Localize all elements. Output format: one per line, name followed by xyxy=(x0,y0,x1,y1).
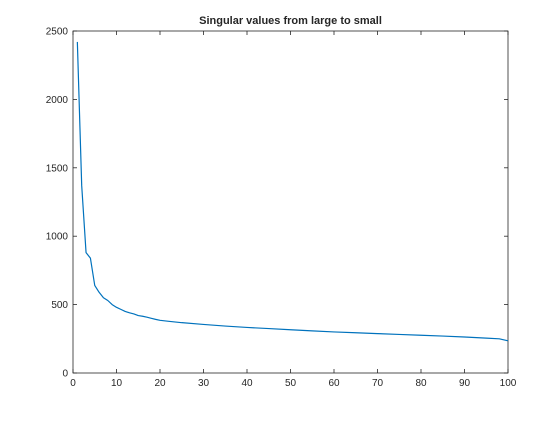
chart-title: Singular values from large to small xyxy=(199,15,382,27)
x-tick-label: 40 xyxy=(241,378,253,389)
y-tick-label: 2500 xyxy=(46,27,69,38)
y-tick-label: 1500 xyxy=(46,163,69,174)
x-tick-label: 30 xyxy=(198,378,210,389)
y-tick-label: 0 xyxy=(62,369,68,380)
x-tick-label: 20 xyxy=(154,378,166,389)
x-axis: 0 10 20 30 40 50 60 70 80 90 100 xyxy=(70,31,517,389)
x-tick-label: 50 xyxy=(285,378,297,389)
y-tick-label: 500 xyxy=(51,300,68,311)
x-tick-label: 100 xyxy=(500,378,517,389)
plot-area xyxy=(72,30,509,374)
series-layer xyxy=(76,41,509,342)
x-tick-label: 70 xyxy=(372,378,384,389)
y-tick-label: 1000 xyxy=(46,232,69,243)
x-tick-label: 60 xyxy=(328,378,340,389)
y-tick-label: 2000 xyxy=(46,95,69,106)
x-tick-label: 80 xyxy=(415,378,427,389)
x-tick-label: 90 xyxy=(459,378,471,389)
y-axis: 0 500 1000 1500 2000 2500 xyxy=(46,27,508,380)
x-tick-label: 10 xyxy=(111,378,123,389)
x-tick-label: 0 xyxy=(70,378,76,389)
series-line xyxy=(76,41,509,342)
